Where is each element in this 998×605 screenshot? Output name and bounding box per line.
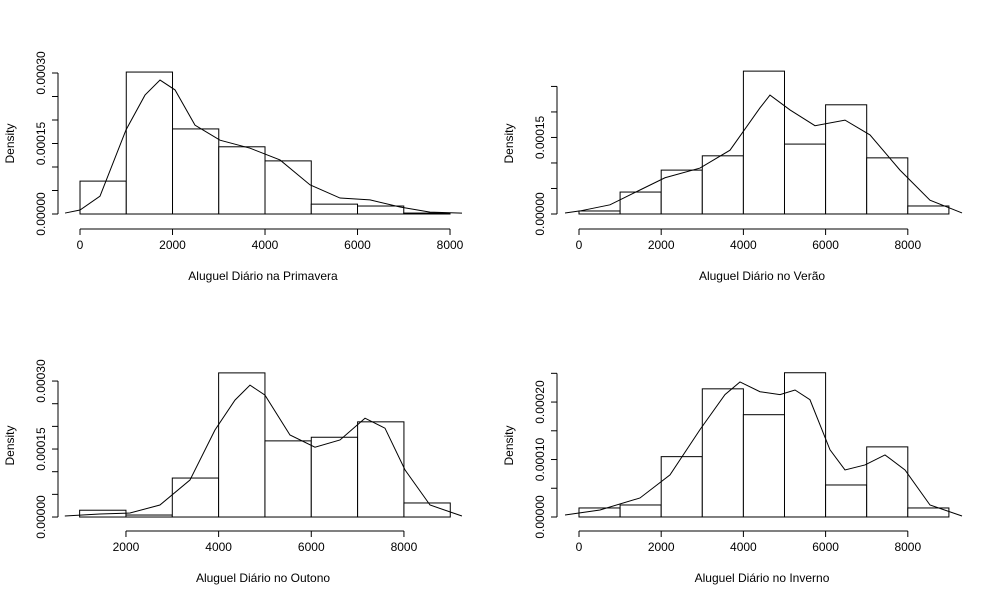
chart-panel: 0 2000 4000 6000 8000 0.00000 0.00015 Aluguel D… bbox=[502, 70, 963, 283]
density-curve bbox=[64, 384, 463, 517]
x-tick-label: 2000 bbox=[648, 238, 675, 252]
x-tick-label: 8000 bbox=[437, 238, 464, 252]
x-tick-label: 6000 bbox=[298, 540, 325, 554]
x-tick-label: 4000 bbox=[730, 540, 757, 554]
x-tick-label: 0 bbox=[576, 540, 583, 554]
histogram-bar bbox=[357, 421, 405, 518]
histogram-bar bbox=[701, 388, 744, 518]
y-tick-label: 0.00000 bbox=[533, 192, 547, 236]
x-tick-label: 0 bbox=[576, 238, 583, 252]
y-tick-label: 0.00000 bbox=[533, 495, 547, 539]
y-axis-title: Density bbox=[3, 123, 17, 163]
x-tick-label: 8000 bbox=[894, 238, 921, 252]
histogram-bar bbox=[742, 414, 785, 518]
y-axis-title: Density bbox=[502, 425, 516, 465]
histogram-bar bbox=[264, 440, 312, 518]
y-axis-title: Density bbox=[502, 123, 516, 163]
histogram-bar bbox=[660, 456, 703, 518]
histogram-bar bbox=[171, 477, 220, 518]
x-tick-label: 2000 bbox=[648, 540, 675, 554]
histogram-bar bbox=[578, 210, 621, 215]
histogram-bar bbox=[310, 203, 359, 215]
histogram-bar bbox=[783, 143, 827, 215]
histogram-bar bbox=[619, 504, 662, 518]
histogram-bar bbox=[866, 157, 909, 215]
histogram-bar bbox=[619, 191, 662, 215]
x-axis-title: Aluguel Diário no Outono bbox=[196, 571, 330, 585]
histogram-bar bbox=[218, 146, 266, 215]
histogram-bar bbox=[264, 160, 312, 215]
y-tick-label: 0.00015 bbox=[533, 115, 547, 159]
x-axis-title: Aluguel Diário na Primavera bbox=[188, 269, 338, 283]
chart-panel: 0 2000 4000 6000 8000 0.00000 0.00010 0.00020 Al… bbox=[502, 372, 963, 585]
x-tick-label: 4000 bbox=[730, 238, 757, 252]
histogram-bar bbox=[701, 155, 744, 215]
histogram-bar bbox=[742, 70, 785, 215]
chart-panel: 0 2000 4000 6000 8000 0.00000 0.00015 0.00030 Al… bbox=[3, 51, 464, 283]
x-tick-label: 4000 bbox=[252, 238, 279, 252]
density-curve bbox=[64, 79, 463, 214]
histogram-bar bbox=[403, 502, 451, 518]
y-tick-label: 0.00030 bbox=[34, 359, 48, 403]
histogram-bar bbox=[403, 212, 451, 215]
x-axis-title: Aluguel Diário no Verão bbox=[699, 269, 825, 283]
density-curve bbox=[564, 381, 963, 517]
x-tick-label: 2000 bbox=[113, 540, 140, 554]
x-tick-label: 0 bbox=[77, 238, 84, 252]
histogram-bar bbox=[218, 372, 266, 518]
y-tick-label: 0.00000 bbox=[34, 192, 48, 236]
histogram-bar bbox=[783, 372, 827, 518]
x-tick-label: 6000 bbox=[344, 238, 371, 252]
x-tick-label: 4000 bbox=[205, 540, 232, 554]
histogram-bar bbox=[866, 446, 909, 518]
y-tick-label: 0.00010 bbox=[533, 438, 547, 482]
y-tick-label: 0.00030 bbox=[34, 51, 48, 95]
histogram-bar bbox=[825, 484, 868, 518]
y-axis-title: Density bbox=[3, 425, 17, 465]
histogram-bar bbox=[79, 180, 127, 215]
y-tick-label: 0.00020 bbox=[533, 380, 547, 424]
histogram-bar bbox=[907, 507, 950, 518]
histogram-bar bbox=[357, 205, 405, 215]
histogram-bar bbox=[125, 71, 174, 215]
y-tick-label: 0.00015 bbox=[34, 121, 48, 165]
x-tick-label: 6000 bbox=[812, 540, 839, 554]
x-tick-label: 2000 bbox=[159, 238, 186, 252]
y-tick-label: 0.00000 bbox=[34, 495, 48, 539]
histogram-bar bbox=[125, 514, 173, 518]
x-tick-label: 6000 bbox=[812, 238, 839, 252]
histogram-bar bbox=[907, 205, 950, 215]
histogram-bar bbox=[172, 128, 220, 215]
histogram-bar bbox=[310, 436, 359, 518]
density-curve bbox=[564, 94, 963, 214]
x-tick-label: 8000 bbox=[391, 540, 418, 554]
y-tick-label: 0.00015 bbox=[34, 427, 48, 471]
x-axis-title: Aluguel Diário no Inverno bbox=[695, 571, 830, 585]
chart-panel: 2000 4000 6000 8000 0.00000 0.00015 0.00030 Alu… bbox=[3, 359, 463, 585]
x-tick-label: 8000 bbox=[894, 540, 921, 554]
